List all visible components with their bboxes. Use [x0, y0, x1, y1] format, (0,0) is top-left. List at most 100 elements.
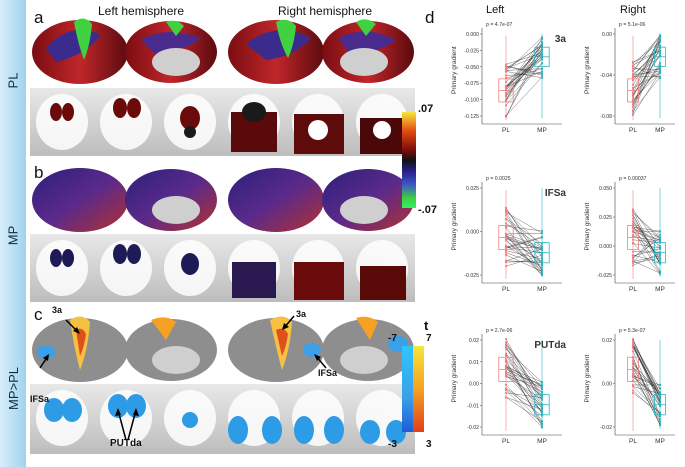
tbar-neg-bottom: -3 — [388, 439, 397, 450]
paired-line — [632, 234, 661, 262]
paired-line — [632, 212, 661, 240]
plot-tick-label: -0.01 — [467, 403, 479, 409]
paired-line — [632, 367, 661, 394]
plot-xcat-mp: MP — [655, 127, 665, 134]
paired-line — [632, 50, 661, 81]
paired-line — [632, 41, 661, 64]
plot-ylabel: Primary gradient — [584, 46, 591, 94]
plot-xcat-pl: PL — [629, 438, 637, 445]
paired-line — [632, 226, 661, 238]
plot-pvalue: p = 0.00037 — [619, 176, 647, 182]
plot-xcat-mp: MP — [537, 286, 547, 293]
paired-line — [505, 375, 543, 400]
tbar-pos-bottom: 3 — [426, 439, 432, 450]
paired-line — [632, 215, 661, 263]
tbar-neg-top: -7 — [388, 333, 397, 344]
paired-line — [505, 208, 543, 258]
plot-tick-label: 0.050 — [599, 186, 612, 192]
paired-line — [632, 369, 661, 407]
paired-line — [505, 376, 543, 387]
colorbar-max: .07 — [418, 103, 434, 115]
paired-line — [505, 49, 543, 117]
tbar-title: t — [424, 318, 429, 333]
plot-xcat-pl: PL — [629, 286, 637, 293]
paired-line — [505, 248, 543, 262]
paired-line — [505, 237, 543, 249]
paired-line — [505, 56, 543, 95]
plot-tick-label: 0.02 — [469, 338, 479, 344]
paired-line — [505, 71, 543, 88]
paired-line — [505, 63, 543, 101]
paired-line — [632, 370, 661, 425]
plot-tick-label: 0.00 — [469, 382, 479, 388]
paired-line — [632, 68, 661, 70]
paired-line — [632, 343, 661, 389]
brain-figure — [30, 18, 415, 454]
paired-line — [632, 257, 661, 264]
paired-line — [505, 389, 543, 428]
paired-line — [632, 231, 661, 259]
paired-line — [505, 52, 543, 65]
paired-line — [632, 227, 661, 232]
tbar-pos-top: 7 — [426, 333, 432, 344]
label-3a-right: 3a — [296, 309, 307, 319]
paired-line — [632, 227, 661, 250]
plot-tick-label: -0.025 — [597, 273, 612, 279]
paired-line — [632, 363, 661, 396]
row-b-surfaces — [32, 168, 414, 232]
paired-line — [632, 56, 661, 78]
row-a-surfaces — [32, 18, 414, 84]
paired-line — [505, 338, 543, 405]
panel-letter-c: c — [34, 305, 43, 324]
row-c-slices — [30, 315, 415, 454]
paired-line — [505, 212, 543, 234]
colorbar-min: -.07 — [418, 204, 437, 216]
paired-line — [505, 233, 543, 235]
row-label-pl: PL — [5, 72, 21, 88]
panel-letter-a: a — [34, 8, 44, 27]
paired-line — [632, 376, 661, 402]
panel-letter-d: d — [425, 8, 435, 27]
paired-line — [632, 374, 661, 389]
plot-tick-label: 0.00 — [602, 32, 612, 38]
paired-line — [505, 353, 543, 394]
region-label-rputda: PUTda — [534, 340, 566, 351]
paired-line — [505, 246, 543, 248]
paired-line — [632, 366, 661, 422]
paired-line — [632, 38, 661, 98]
plot-tick-label: 0.00 — [602, 382, 612, 388]
paired-line — [632, 351, 661, 416]
paired-line — [505, 388, 543, 411]
plot-tick-label: 0.025 — [466, 186, 479, 192]
paired-line — [505, 346, 543, 415]
plot-tick-label: 0.000 — [466, 230, 479, 236]
paired-line — [632, 227, 661, 241]
paired-line — [632, 360, 661, 416]
plot-pvalue: p = 4.7e-07 — [486, 22, 513, 28]
paired-line — [505, 211, 543, 271]
paired-line — [505, 47, 543, 101]
paired-line — [632, 254, 661, 263]
paired-line — [632, 386, 661, 414]
paired-line — [505, 68, 543, 71]
paired-line — [632, 50, 661, 66]
row-c-surfaces — [32, 316, 414, 382]
paired-line — [632, 209, 661, 248]
plot-pvalue: p = 0.0025 — [486, 176, 511, 182]
paired-line — [632, 39, 661, 85]
plot-tick-label: 0.01 — [469, 360, 479, 366]
paired-line — [505, 50, 543, 83]
tbar-neg-gradient — [402, 346, 413, 432]
left-hemisphere-title: Left hemisphere — [98, 4, 185, 18]
plot-pvalue: p = 5.3e-07 — [619, 328, 646, 334]
paired-line — [505, 44, 543, 70]
pl-point — [631, 337, 635, 341]
label-ifsa-right: IFSa — [318, 368, 338, 378]
paired-line — [505, 240, 543, 276]
plot-tick-label: 0.02 — [602, 338, 612, 344]
plot-tick-label: -0.100 — [464, 98, 479, 104]
paired-line — [505, 54, 543, 88]
paired-line — [505, 63, 543, 106]
paired-line — [505, 226, 543, 232]
plot-ylabel: Primary gradient — [584, 203, 591, 251]
